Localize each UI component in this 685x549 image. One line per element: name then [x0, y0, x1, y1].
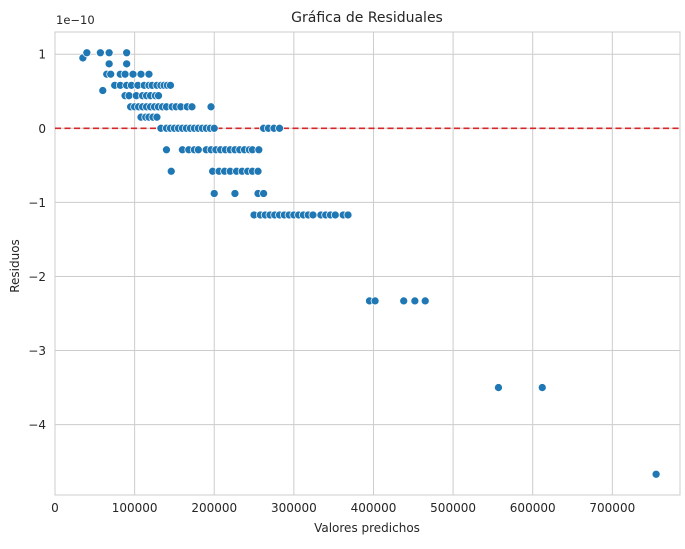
data-point	[98, 86, 108, 95]
x-tick-label: 200000	[191, 501, 237, 515]
data-point	[104, 48, 114, 58]
data-point	[162, 145, 171, 155]
y-tick-label: −1	[28, 196, 46, 210]
data-point	[187, 102, 197, 112]
y-tick-label: −3	[28, 344, 46, 358]
x-tick-label: 700000	[589, 501, 635, 515]
data-point	[193, 145, 203, 155]
data-point	[308, 210, 318, 220]
data-point	[120, 69, 130, 79]
data-point	[253, 166, 263, 176]
data-point	[122, 59, 132, 69]
data-point	[166, 166, 176, 176]
data-point	[537, 383, 547, 392]
data-point	[330, 210, 340, 220]
data-point	[106, 69, 116, 79]
data-point	[136, 69, 146, 79]
grid	[54, 32, 680, 495]
data-point	[154, 91, 163, 101]
data-point	[275, 123, 284, 133]
y-tick-label: 1	[38, 48, 46, 62]
data-point	[122, 48, 132, 58]
data-point	[494, 383, 503, 392]
data-point	[420, 296, 430, 306]
data-point	[651, 469, 661, 479]
x-tick-label: 0	[51, 501, 59, 515]
data-point	[230, 189, 240, 198]
y-offset-label: 1e−10	[56, 13, 95, 27]
x-tick-label: 500000	[430, 501, 476, 515]
x-tick-label: 400000	[351, 501, 397, 515]
y-axis-label: Residuos	[8, 239, 22, 293]
data-point	[370, 296, 380, 306]
data-point	[209, 189, 219, 198]
x-tick-label: 600000	[510, 501, 556, 515]
chart-title: Gráfica de Residuales	[291, 10, 443, 26]
data-point	[96, 48, 105, 58]
x-tick-label: 100000	[112, 501, 158, 515]
x-axis-label: Valores predichos	[314, 521, 420, 535]
data-point	[144, 69, 154, 79]
data-point	[82, 48, 92, 58]
data-points	[78, 48, 661, 479]
data-point	[166, 80, 175, 90]
data-point	[104, 59, 114, 69]
y-tick-label: −4	[28, 418, 46, 432]
data-point	[410, 296, 420, 306]
data-point	[209, 123, 219, 133]
axes-frame	[54, 31, 681, 496]
data-point	[152, 112, 162, 122]
data-point	[259, 189, 268, 198]
x-tick-label: 300000	[271, 501, 317, 515]
y-tick-label: 0	[38, 122, 46, 136]
y-tick-label: −2	[28, 270, 46, 284]
data-point	[124, 91, 134, 101]
data-point	[128, 69, 138, 79]
data-point	[399, 296, 409, 306]
data-point	[254, 145, 264, 155]
y-tick-labels: 1 0 −1 −2 −3 −4	[28, 48, 46, 432]
x-tick-labels: 0 100000 200000 300000 400000 500000 600000 700…	[51, 501, 635, 515]
data-point	[206, 102, 216, 112]
data-point	[343, 210, 353, 220]
